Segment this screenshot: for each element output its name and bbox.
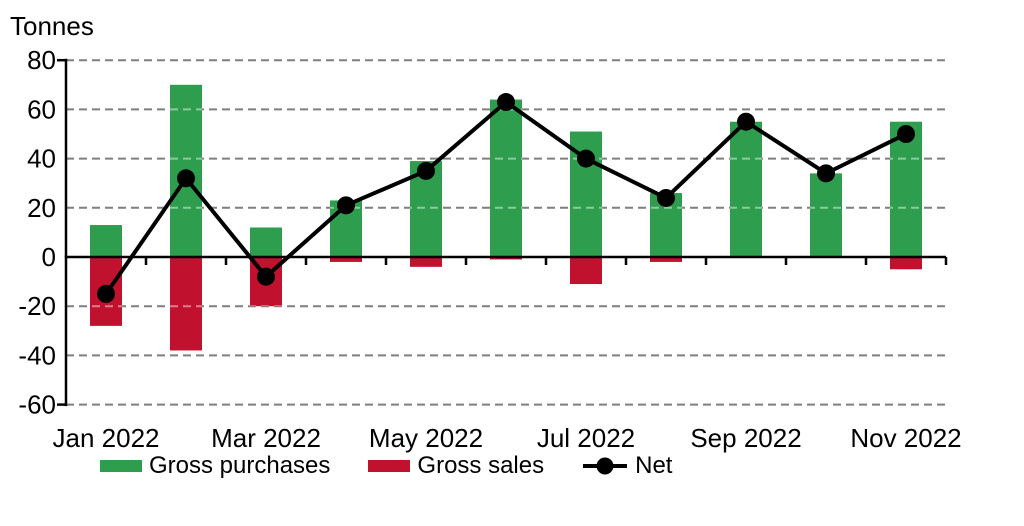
bar <box>490 99 522 257</box>
bar <box>250 227 282 257</box>
y-gridlines <box>66 59 946 406</box>
net-point <box>417 161 435 180</box>
legend-item-gross-sales: Gross sales <box>368 452 544 480</box>
bar <box>570 257 602 285</box>
bar <box>170 257 202 351</box>
legend-item-gross-purchases: Gross purchases <box>100 452 330 480</box>
x-tick-label: May 2022 <box>369 423 483 453</box>
net-point <box>577 149 595 168</box>
bar <box>650 257 682 262</box>
x-tick-label: Jan 2022 <box>53 423 160 453</box>
y-tick-label: -60 <box>18 390 56 420</box>
bar <box>890 121 922 257</box>
gross-purchases-bars <box>90 84 922 257</box>
net-point <box>257 267 275 286</box>
gross-purchases-swatch-icon <box>100 460 142 472</box>
gross-sales-legend-label: Gross sales <box>417 452 545 479</box>
y-tick-labels: 80 60 40 20 0 -20 -40 -60 <box>18 45 56 419</box>
gross-sales-bars <box>90 257 922 351</box>
net-legend-label: Net <box>635 452 673 479</box>
y-axis-title: Tonnes <box>10 11 94 41</box>
net-point <box>817 164 835 183</box>
x-tick-label: Nov 2022 <box>850 423 961 453</box>
legend-item-net: Net <box>582 452 672 480</box>
bar <box>410 257 442 267</box>
net-point <box>497 93 515 112</box>
bar <box>90 225 122 257</box>
net-point <box>337 196 355 215</box>
y-tick-label: 0 <box>42 242 56 272</box>
chart-legend: Gross purchases Gross sales Net <box>0 452 1024 480</box>
net-line-marker-icon <box>583 457 628 475</box>
net-line-series <box>97 93 915 303</box>
y-tick-label: 60 <box>27 94 56 124</box>
y-tick-label: 40 <box>27 144 56 174</box>
bar <box>330 257 362 262</box>
net-point <box>97 284 115 303</box>
x-tick-labels: Jan 2022 Mar 2022 May 2022 Jul 2022 Sep 2022… <box>53 423 962 453</box>
x-tick-label: Sep 2022 <box>690 423 801 453</box>
axes <box>57 58 948 407</box>
bar <box>810 173 842 257</box>
y-tick-label: 80 <box>27 45 56 75</box>
net-point <box>657 188 675 207</box>
net-point <box>177 169 195 188</box>
gross-purchases-legend-label: Gross purchases <box>149 452 331 479</box>
gross-sales-swatch-icon <box>368 460 411 472</box>
x-tick-label: Jul 2022 <box>537 423 635 453</box>
bar <box>890 257 922 270</box>
y-tick-label: -40 <box>18 340 56 370</box>
x-tick-label: Mar 2022 <box>211 423 321 453</box>
bar <box>730 121 762 257</box>
y-tick-label: -20 <box>18 291 56 321</box>
y-tick-label: 20 <box>27 193 56 223</box>
net-point <box>897 125 915 143</box>
net-point <box>737 112 755 131</box>
